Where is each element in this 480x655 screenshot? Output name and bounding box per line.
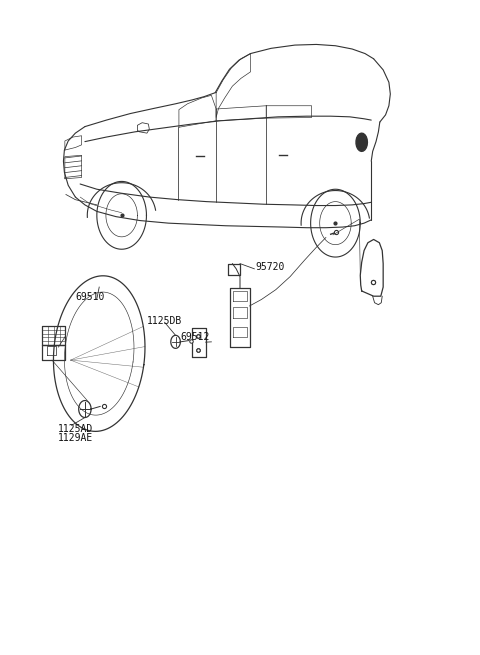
Text: 69512: 69512 — [180, 331, 210, 342]
Text: 1125DB: 1125DB — [147, 316, 182, 326]
Polygon shape — [356, 133, 367, 151]
Text: 69510: 69510 — [75, 292, 105, 302]
Text: 95720: 95720 — [256, 262, 285, 272]
Text: 1129AE: 1129AE — [58, 434, 93, 443]
Text: 1125AD: 1125AD — [58, 424, 93, 434]
